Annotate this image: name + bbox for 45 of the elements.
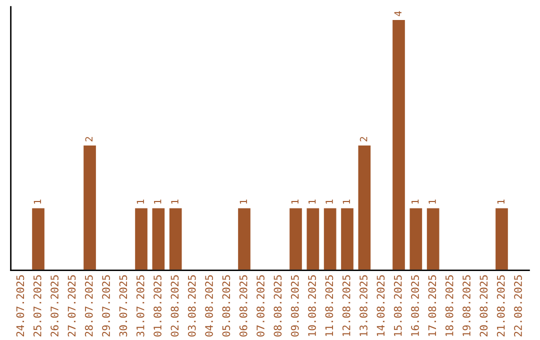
- x-tick-label: 28.07.2025: [84, 275, 93, 336]
- data-label: 4: [394, 11, 402, 16]
- x-tick-label: 06.08.2025: [239, 275, 248, 336]
- x-tick-label: 26.07.2025: [50, 275, 58, 336]
- x-tick-label: 21.08.2025: [496, 275, 505, 336]
- x-tick-label: 03.08.2025: [188, 275, 196, 336]
- x-tick-label: 25.07.2025: [33, 275, 42, 336]
- x-tick-label: 13.08.2025: [360, 275, 368, 336]
- x-tick-label: 09.08.2025: [290, 275, 299, 336]
- data-label: 1: [428, 200, 436, 204]
- data-label: 2: [360, 137, 368, 142]
- data-label: 1: [497, 200, 504, 204]
- x-tick-label: 20.08.2025: [480, 275, 488, 336]
- x-tick-label: 16.08.2025: [411, 275, 419, 336]
- x-tick-label: 01.08.2025: [154, 275, 162, 336]
- data-label: 1: [326, 200, 333, 204]
- data-label: 1: [308, 200, 316, 204]
- x-tick-label: 14.08.2025: [376, 275, 385, 336]
- x-tick-label: 18.08.2025: [445, 275, 454, 336]
- x-tick-label: 04.08.2025: [205, 275, 213, 336]
- x-tick-label: 29.07.2025: [102, 275, 110, 336]
- x-tick-label: 15.08.2025: [394, 275, 402, 336]
- data-label: 1: [240, 200, 247, 204]
- x-tick-label: 02.08.2025: [170, 275, 179, 336]
- data-label: 1: [34, 200, 41, 204]
- x-tick-label: 24.07.2025: [16, 275, 24, 336]
- data-label: 1: [136, 200, 144, 204]
- x-tick-label: 31.07.2025: [136, 275, 144, 336]
- data-label: 1: [412, 200, 419, 204]
- data-label: 1: [171, 200, 178, 204]
- x-tick-label: 10.08.2025: [308, 275, 316, 336]
- data-label: 2: [85, 137, 92, 142]
- x-tick-label: 27.07.2025: [68, 275, 76, 336]
- x-tick-label: 05.08.2025: [222, 275, 230, 336]
- x-tick-label: 19.08.2025: [462, 275, 470, 336]
- data-label: 1: [291, 200, 298, 204]
- data-label: 1: [154, 200, 162, 204]
- x-tick-label: 07.08.2025: [256, 275, 264, 336]
- x-tick-label: 17.08.2025: [428, 275, 436, 336]
- x-tick-label: 30.07.2025: [119, 275, 128, 336]
- x-tick-label: 11.08.2025: [325, 275, 334, 336]
- x-tick-label: 08.08.2025: [274, 275, 282, 336]
- data-label: 1: [342, 200, 350, 204]
- x-tick-label: 22.08.2025: [514, 275, 522, 336]
- x-tick-label: 12.08.2025: [342, 275, 350, 336]
